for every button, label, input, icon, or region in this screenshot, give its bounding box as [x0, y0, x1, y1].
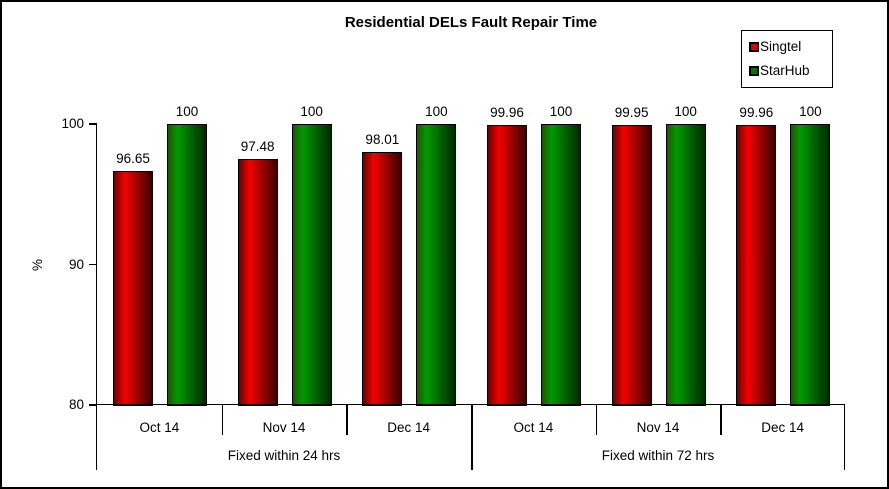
x-tick-label: Oct 14 — [513, 420, 554, 435]
bar-singtel-1 — [237, 159, 278, 406]
bar-value-label: 100 — [549, 104, 573, 119]
bar-value-label: 96.65 — [116, 151, 150, 167]
bar-value-label: 99.96 — [490, 104, 524, 120]
bar-value-label: 100 — [300, 104, 323, 119]
legend-item-singtel: Singtel — [749, 40, 832, 54]
bar-starhub-3 — [541, 124, 581, 406]
chart-title: Residential DELs Fault Repair Time — [344, 14, 598, 31]
x-group-label: Fixed within 72 hrs — [601, 448, 715, 463]
category-tick-mark — [346, 405, 348, 435]
bar-value-label: 100 — [175, 104, 199, 119]
y-tick-mark — [89, 263, 97, 266]
singtel-marker-icon — [749, 42, 759, 53]
bar-singtel-4 — [611, 124, 652, 406]
x-group-label: Fixed within 24 hrs — [227, 448, 341, 463]
bar-value-label: 99.95 — [614, 104, 649, 120]
bar-value-label: 100 — [674, 104, 697, 119]
y-tick-mark — [89, 123, 97, 125]
bar-singtel-5 — [736, 124, 777, 406]
x-tick-label: Nov 14 — [262, 420, 306, 435]
bar-value-label: 100 — [425, 104, 448, 119]
category-tick-mark — [595, 405, 598, 435]
bar-starhub-0 — [167, 124, 207, 406]
y-tick-label: 100 — [61, 116, 84, 131]
legend-item-starhub: StarHub — [749, 62, 832, 78]
bar-starhub-2 — [416, 124, 457, 406]
bar-singtel-2 — [362, 151, 403, 406]
x-tick-label: Oct 14 — [139, 420, 180, 435]
legend: Singtel StarHub — [741, 30, 833, 88]
x-tick-label: Dec 14 — [761, 420, 805, 435]
starhub-marker-icon — [749, 65, 759, 76]
x-tick-label: Dec 14 — [387, 420, 431, 435]
category-tick-mark — [221, 405, 224, 435]
legend-label-starhub: StarHub — [760, 62, 810, 78]
bar-starhub-5 — [790, 124, 831, 406]
bar-value-label: 97.48 — [240, 139, 275, 155]
bar-value-label: 98.01 — [365, 131, 400, 147]
category-tick-mark — [720, 405, 722, 435]
x-tick-label: Nov 14 — [636, 420, 680, 435]
bar-value-label: 100 — [799, 104, 822, 119]
group-separator-line — [843, 405, 845, 470]
y-tick-label: 80 — [68, 397, 84, 412]
bar-value-label: 99.96 — [739, 104, 774, 120]
bar-starhub-4 — [665, 124, 706, 406]
x-axis-line — [97, 403, 845, 405]
bar-singtel-0 — [113, 171, 153, 406]
bar-starhub-1 — [291, 124, 332, 406]
group-separator-line — [471, 405, 473, 470]
y-tick-mark — [89, 404, 97, 406]
legend-label-singtel: Singtel — [760, 39, 802, 55]
y-tick-label: 90 — [68, 256, 84, 272]
y-axis-line — [95, 124, 97, 470]
bar-singtel-3 — [487, 124, 527, 406]
